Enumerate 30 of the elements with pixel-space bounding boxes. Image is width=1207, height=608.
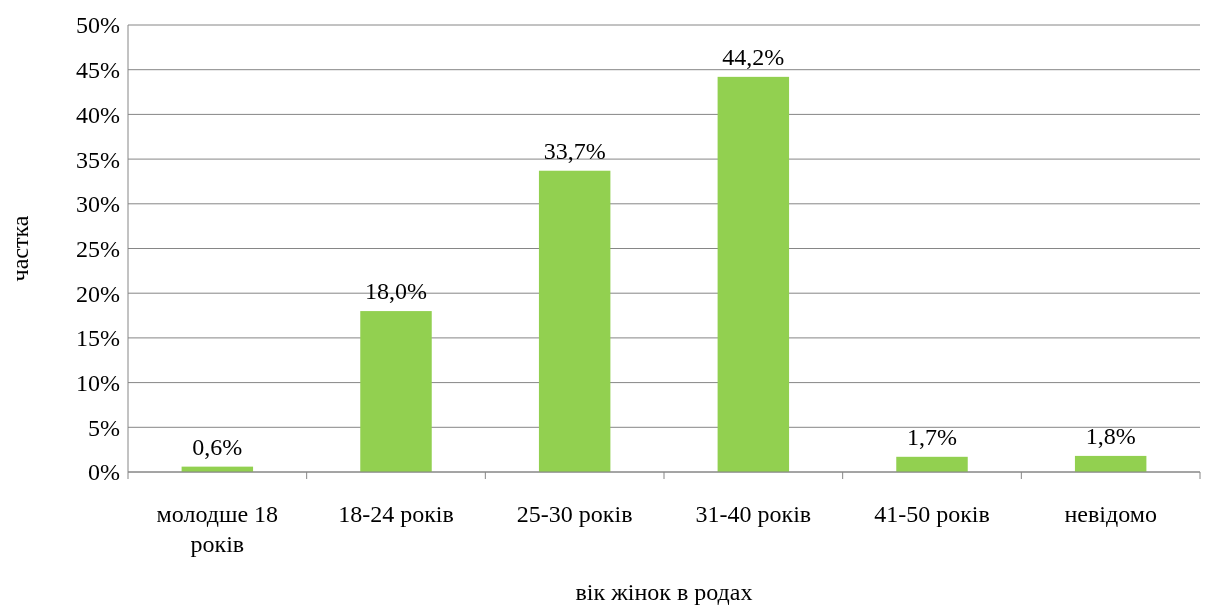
data-label: 0,6% xyxy=(192,433,243,460)
y-tick-label: 40% xyxy=(76,101,120,128)
y-tick-label: 5% xyxy=(88,414,120,441)
bar xyxy=(360,311,432,472)
bar xyxy=(896,456,968,472)
bar xyxy=(1074,455,1147,472)
x-tick-label: 25-30 років xyxy=(516,501,633,527)
data-label: 18,0% xyxy=(365,278,427,305)
y-tick-label: 0% xyxy=(88,459,120,486)
bar xyxy=(538,170,611,472)
data-label: 1,7% xyxy=(907,423,957,450)
y-tick-label: 25% xyxy=(76,235,120,262)
y-tick-label: 35% xyxy=(76,146,120,173)
x-axis-title: вік жінок в родах xyxy=(575,579,753,605)
y-tick-label: 10% xyxy=(76,370,120,396)
y-tick-label: 30% xyxy=(76,191,120,218)
bar xyxy=(717,76,790,472)
x-tick-label: невідомо xyxy=(1064,501,1157,527)
x-tick-label: 31-40 років xyxy=(695,501,812,527)
y-tick-label: 15% xyxy=(76,325,120,352)
x-tick-label: 18-24 років xyxy=(338,501,454,527)
x-tick-label: 41-50 років xyxy=(874,501,990,527)
data-label: 1,8% xyxy=(1085,422,1136,449)
y-tick-label: 50% xyxy=(76,12,120,39)
data-label: 33,7% xyxy=(543,137,606,164)
y-tick-label: 45% xyxy=(76,57,120,84)
y-tick-label: 20% xyxy=(76,280,120,307)
data-label: 44,2% xyxy=(722,43,785,70)
y-axis-title: частка xyxy=(7,215,33,282)
x-tick-label: молодше 18 років xyxy=(156,501,279,557)
